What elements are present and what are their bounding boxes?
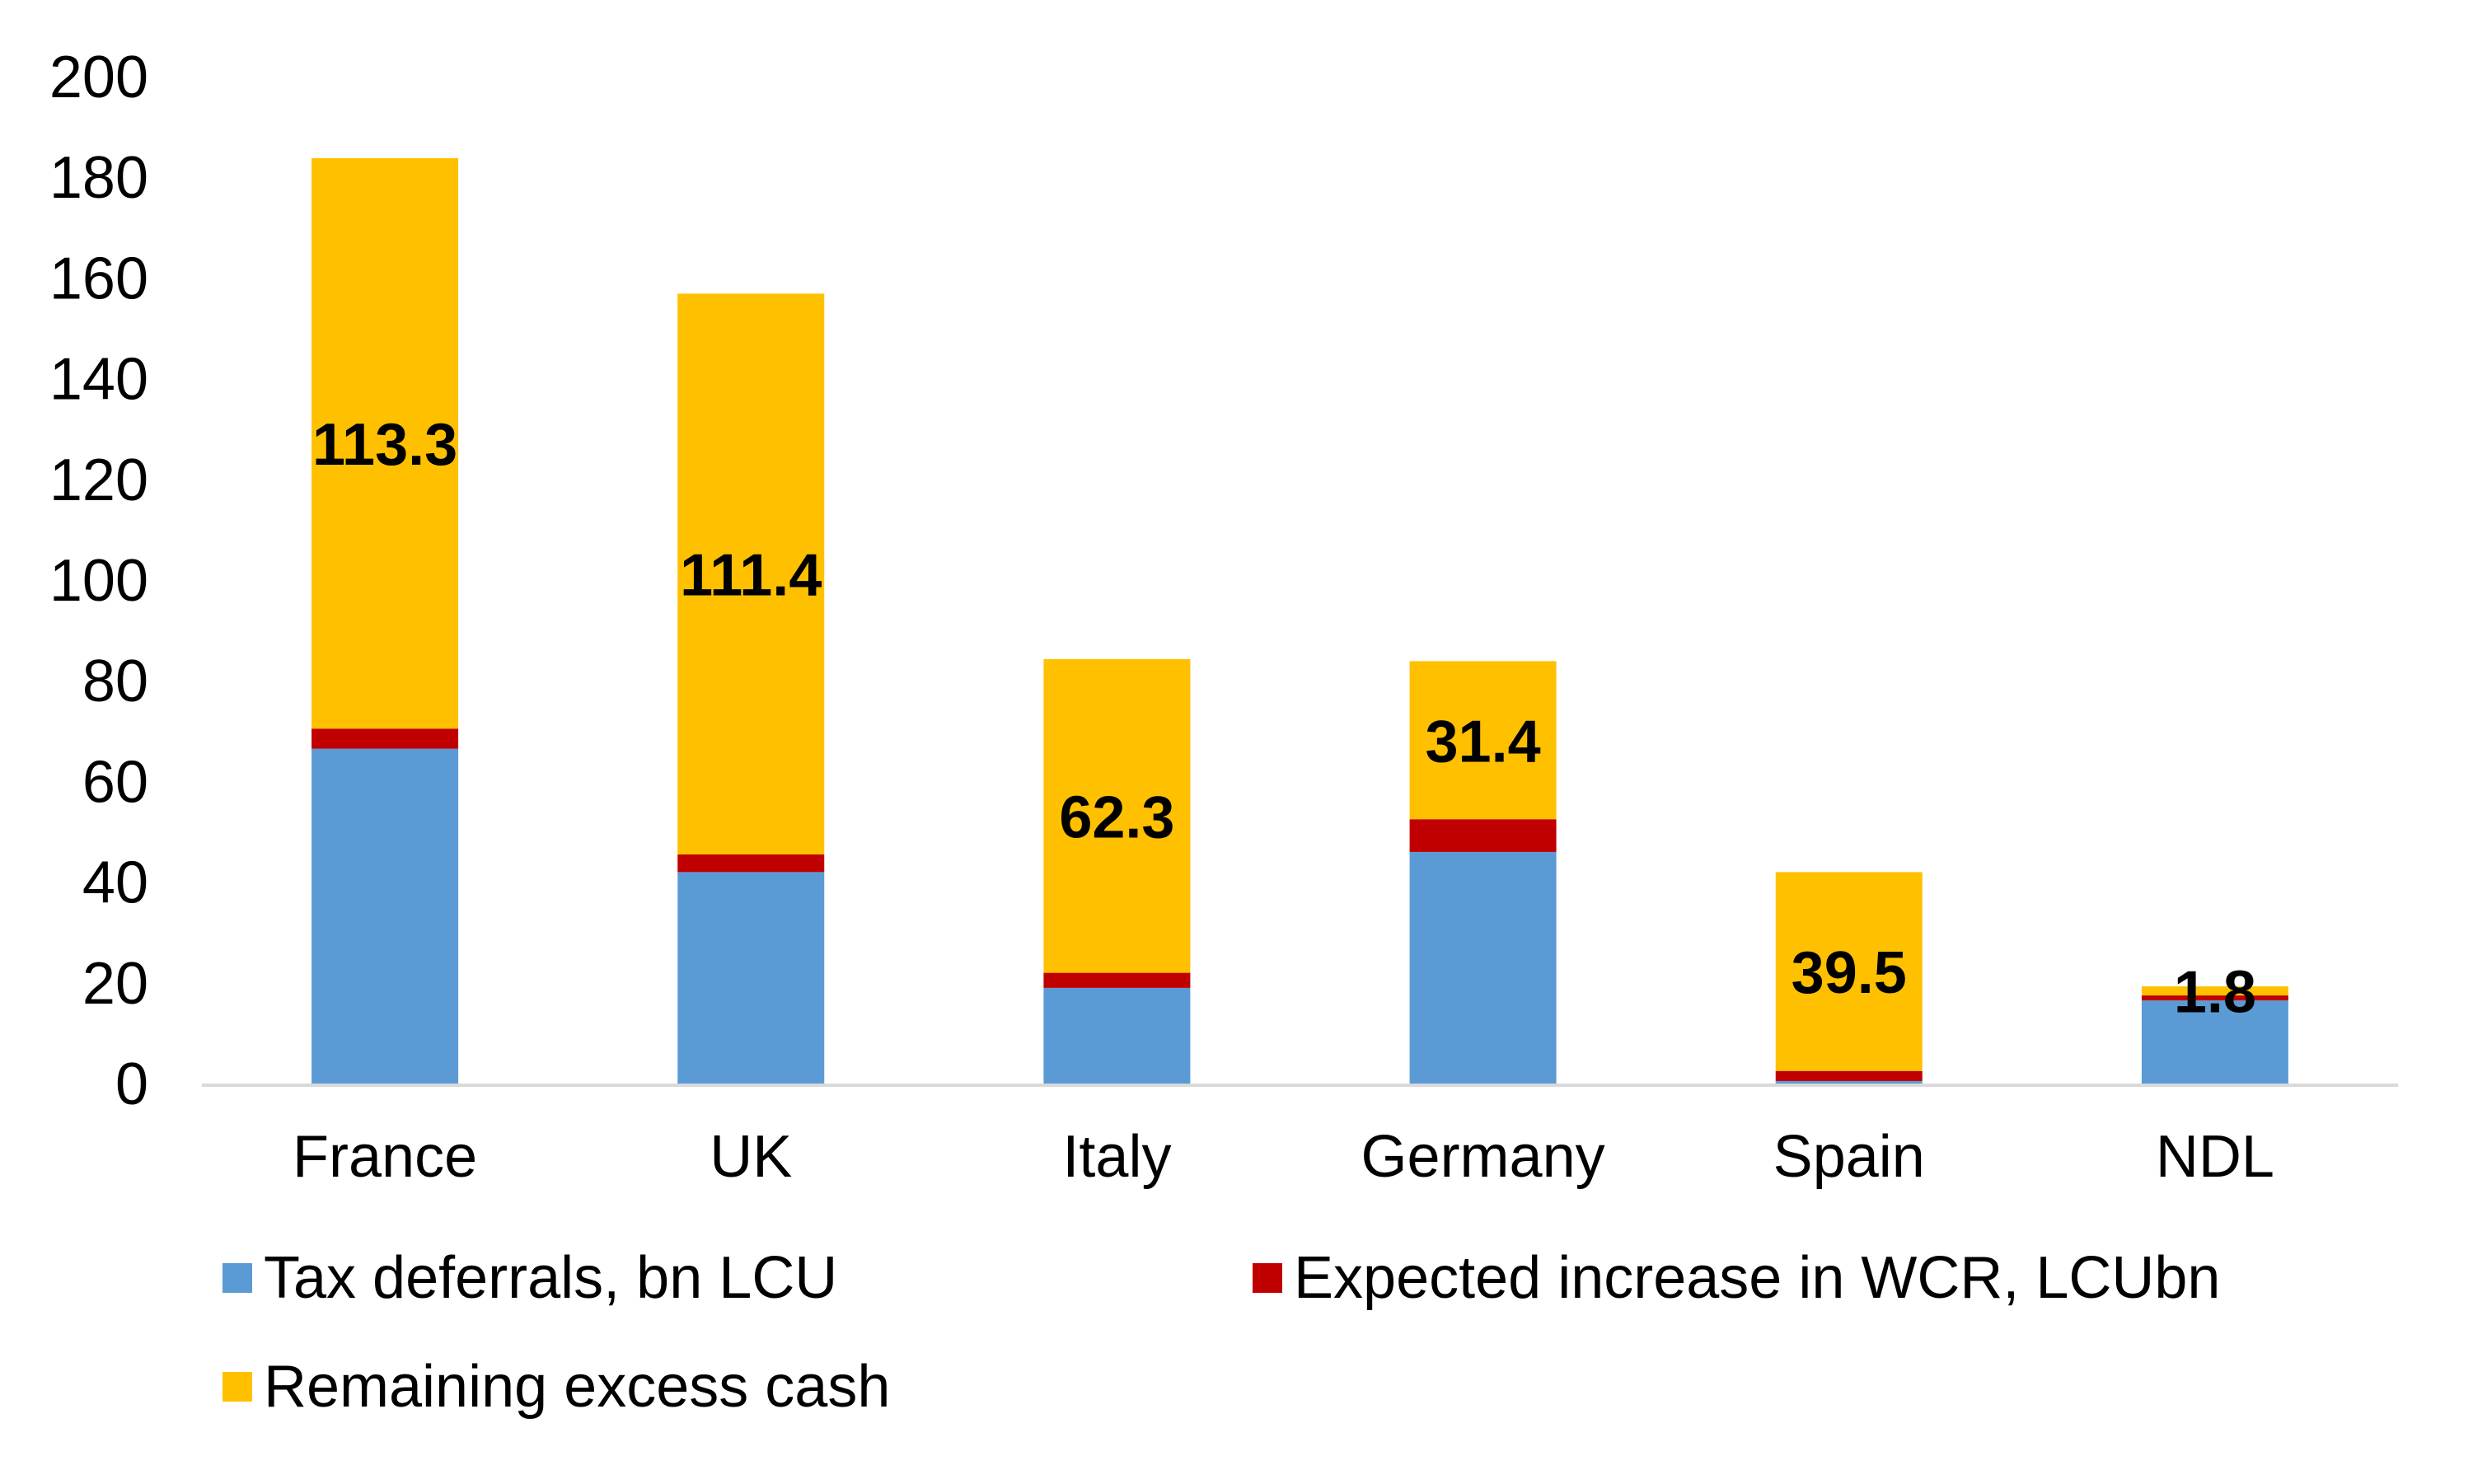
bar-france-series-0: [311, 748, 459, 1084]
bar-italy-series-1: [1043, 972, 1191, 988]
x-category-label-italy: Italy: [1062, 1124, 1171, 1190]
y-axis-ticks: 0 20 40 60 80 100 120 140 160 180 200: [49, 44, 148, 1117]
y-tick-label-60: 60: [82, 749, 148, 815]
legend-item-remaining-excess-cash: Remaining excess cash: [222, 1353, 890, 1421]
bar-ndl-series-1: [2141, 995, 2288, 1001]
bar-france-series-2: [311, 157, 459, 729]
bar-germany-series-2: [1409, 661, 1557, 820]
bar-germany-series-0: [1409, 851, 1557, 1084]
bar-spain-series-0: [1775, 1080, 1923, 1084]
legend: Tax deferrals, bn LCU Expected increase …: [222, 1244, 2406, 1458]
y-tick-label-160: 160: [49, 246, 148, 311]
bar-ndl-series-0: [2141, 1000, 2288, 1084]
y-tick-label-120: 120: [49, 447, 148, 513]
y-tick-label-40: 40: [82, 850, 148, 916]
legend-label-tax-deferrals: Tax deferrals, bn LCU: [264, 1245, 838, 1311]
bar-spain-series-2: [1775, 872, 1923, 1071]
data-labels: 113.3 111.4 62.3 31.4 39.5 1.8: [312, 412, 2256, 1025]
data-label-spain: 39.5: [1792, 940, 1907, 1006]
bar-ndl-series-2: [2141, 986, 2288, 996]
legend-swatch-remaining-excess-cash: [222, 1372, 252, 1402]
data-label-italy: 62.3: [1059, 784, 1174, 850]
y-tick-label-200: 200: [49, 44, 148, 110]
bar-france-series-1: [311, 728, 459, 749]
legend-label-remaining-excess-cash: Remaining excess cash: [264, 1354, 891, 1420]
bar-germany-series-1: [1409, 819, 1557, 852]
data-label-germany: 31.4: [1426, 709, 1541, 775]
bars: [311, 157, 2288, 1084]
legend-swatch-wcr: [1253, 1263, 1282, 1293]
y-tick-label-0: 0: [115, 1051, 148, 1117]
bar-uk-series-1: [677, 854, 825, 873]
x-category-label-ndl: NDL: [2156, 1124, 2274, 1190]
y-tick-label-180: 180: [49, 145, 148, 211]
x-category-label-spain: Spain: [1773, 1124, 1925, 1190]
legend-swatch-tax-deferrals: [222, 1263, 252, 1293]
y-tick-label-80: 80: [82, 648, 148, 714]
data-label-ndl: 1.8: [2174, 960, 2256, 1026]
y-tick-label-100: 100: [49, 548, 148, 614]
bar-italy-series-0: [1043, 987, 1191, 1084]
x-category-label-uk: UK: [710, 1124, 792, 1190]
legend-label-wcr: Expected increase in WCR, LCUbn: [1294, 1245, 2221, 1311]
y-tick-label-20: 20: [82, 951, 148, 1017]
x-axis-category-labels: France UK Italy Germany Spain NDL: [293, 1124, 2274, 1190]
bar-uk-series-0: [677, 872, 825, 1084]
data-label-uk: 111.4: [680, 543, 822, 609]
legend-item-tax-deferrals: Tax deferrals, bn LCU: [222, 1244, 837, 1312]
y-tick-label-140: 140: [49, 347, 148, 413]
bar-uk-series-2: [677, 293, 825, 854]
data-label-france: 113.3: [312, 412, 457, 478]
bar-spain-series-1: [1775, 1070, 1923, 1081]
legend-item-wcr: Expected increase in WCR, LCUbn: [1253, 1244, 2220, 1312]
x-category-label-france: France: [293, 1124, 477, 1190]
bar-italy-series-2: [1043, 658, 1191, 973]
x-category-label-germany: Germany: [1361, 1124, 1605, 1190]
